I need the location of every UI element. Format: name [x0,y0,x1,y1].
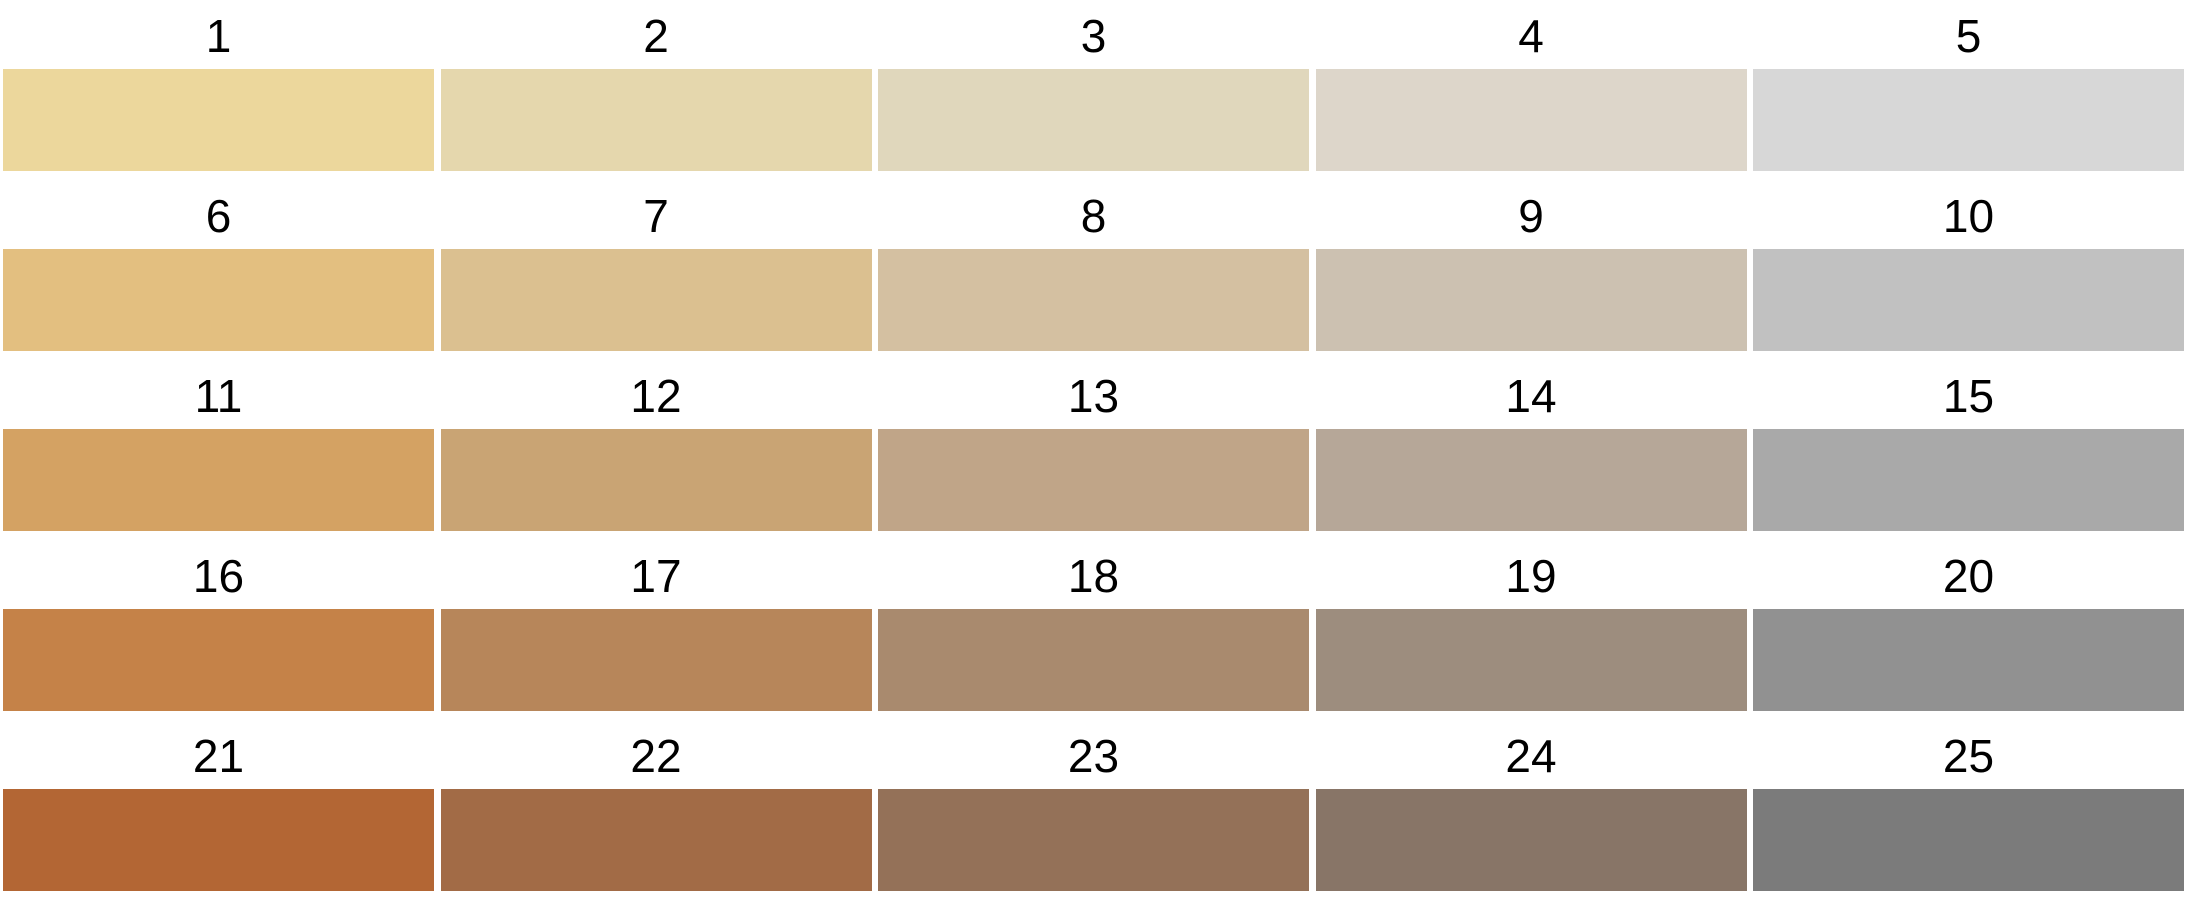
swatch-cell-24: 24 [1315,720,1747,900]
color-swatch [1315,69,1747,171]
swatch-cell-15: 15 [1753,360,2184,540]
swatch-cell-4: 4 [1315,0,1747,180]
swatch-cell-18: 18 [878,540,1309,720]
color-swatch [440,69,872,171]
color-swatch [3,789,434,891]
swatch-number-label: 2 [643,10,669,62]
swatch-number-label: 21 [192,730,245,782]
swatch-number-label: 15 [1942,370,1995,422]
swatch-number-label: 18 [1067,550,1120,602]
swatch-number-label: 23 [1067,730,1120,782]
swatch-number-label: 6 [205,190,232,242]
swatch-number-label: 3 [1080,10,1107,62]
swatch-cell-11: 11 [3,360,434,540]
color-swatch [878,249,1309,351]
color-swatch [878,69,1309,171]
swatch-cell-20: 20 [1753,540,2184,720]
swatch-number-label: 12 [630,370,682,422]
swatch-cell-10: 10 [1753,180,2184,360]
color-swatch [878,609,1309,711]
swatch-number-label: 4 [1518,10,1544,62]
swatch-number-label: 9 [1518,190,1544,242]
color-swatch-grid: 1 2 3 4 5 6 7 8 9 10 11 12 13 14 15 16 17 18 19 20 21 22 23 24 2… [3,0,2184,900]
color-swatch [1753,609,2184,711]
color-swatch [440,609,872,711]
color-swatch [3,429,434,531]
swatch-number-label: 13 [1067,370,1120,422]
swatch-cell-8: 8 [878,180,1309,360]
swatch-number-label: 19 [1505,550,1557,602]
color-swatch [878,429,1309,531]
swatch-cell-14: 14 [1315,360,1747,540]
color-swatch [1315,249,1747,351]
color-swatch [1753,69,2184,171]
swatch-number-label: 11 [194,370,243,422]
swatch-cell-9: 9 [1315,180,1747,360]
swatch-number-label: 10 [1942,190,1995,242]
color-swatch [1315,609,1747,711]
swatch-number-label: 16 [192,550,245,602]
swatch-cell-19: 19 [1315,540,1747,720]
swatch-cell-12: 12 [440,360,872,540]
color-swatch [440,249,872,351]
swatch-cell-16: 16 [3,540,434,720]
swatch-number-label: 20 [1942,550,1995,602]
swatch-cell-1: 1 [3,0,434,180]
swatch-number-label: 24 [1505,730,1557,782]
color-swatch [440,429,872,531]
swatch-number-label: 5 [1955,10,1982,62]
swatch-cell-21: 21 [3,720,434,900]
swatch-cell-17: 17 [440,540,872,720]
swatch-cell-25: 25 [1753,720,2184,900]
swatch-cell-2: 2 [440,0,872,180]
swatch-cell-13: 13 [878,360,1309,540]
color-swatch [1753,249,2184,351]
color-swatch [440,789,872,891]
swatch-number-label: 1 [205,10,232,62]
color-swatch [3,249,434,351]
swatch-number-label: 7 [643,190,669,242]
swatch-cell-6: 6 [3,180,434,360]
swatch-cell-7: 7 [440,180,872,360]
swatch-number-label: 25 [1942,730,1995,782]
color-swatch [1753,789,2184,891]
swatch-number-label: 8 [1080,190,1107,242]
swatch-cell-23: 23 [878,720,1309,900]
color-swatch [1753,429,2184,531]
color-swatch [878,789,1309,891]
color-swatch [3,69,434,171]
swatch-cell-5: 5 [1753,0,2184,180]
color-swatch [3,609,434,711]
swatch-number-label: 22 [630,730,682,782]
swatch-number-label: 17 [630,550,682,602]
swatch-cell-3: 3 [878,0,1309,180]
color-swatch [1315,429,1747,531]
swatch-cell-22: 22 [440,720,872,900]
color-swatch [1315,789,1747,891]
swatch-number-label: 14 [1505,370,1557,422]
